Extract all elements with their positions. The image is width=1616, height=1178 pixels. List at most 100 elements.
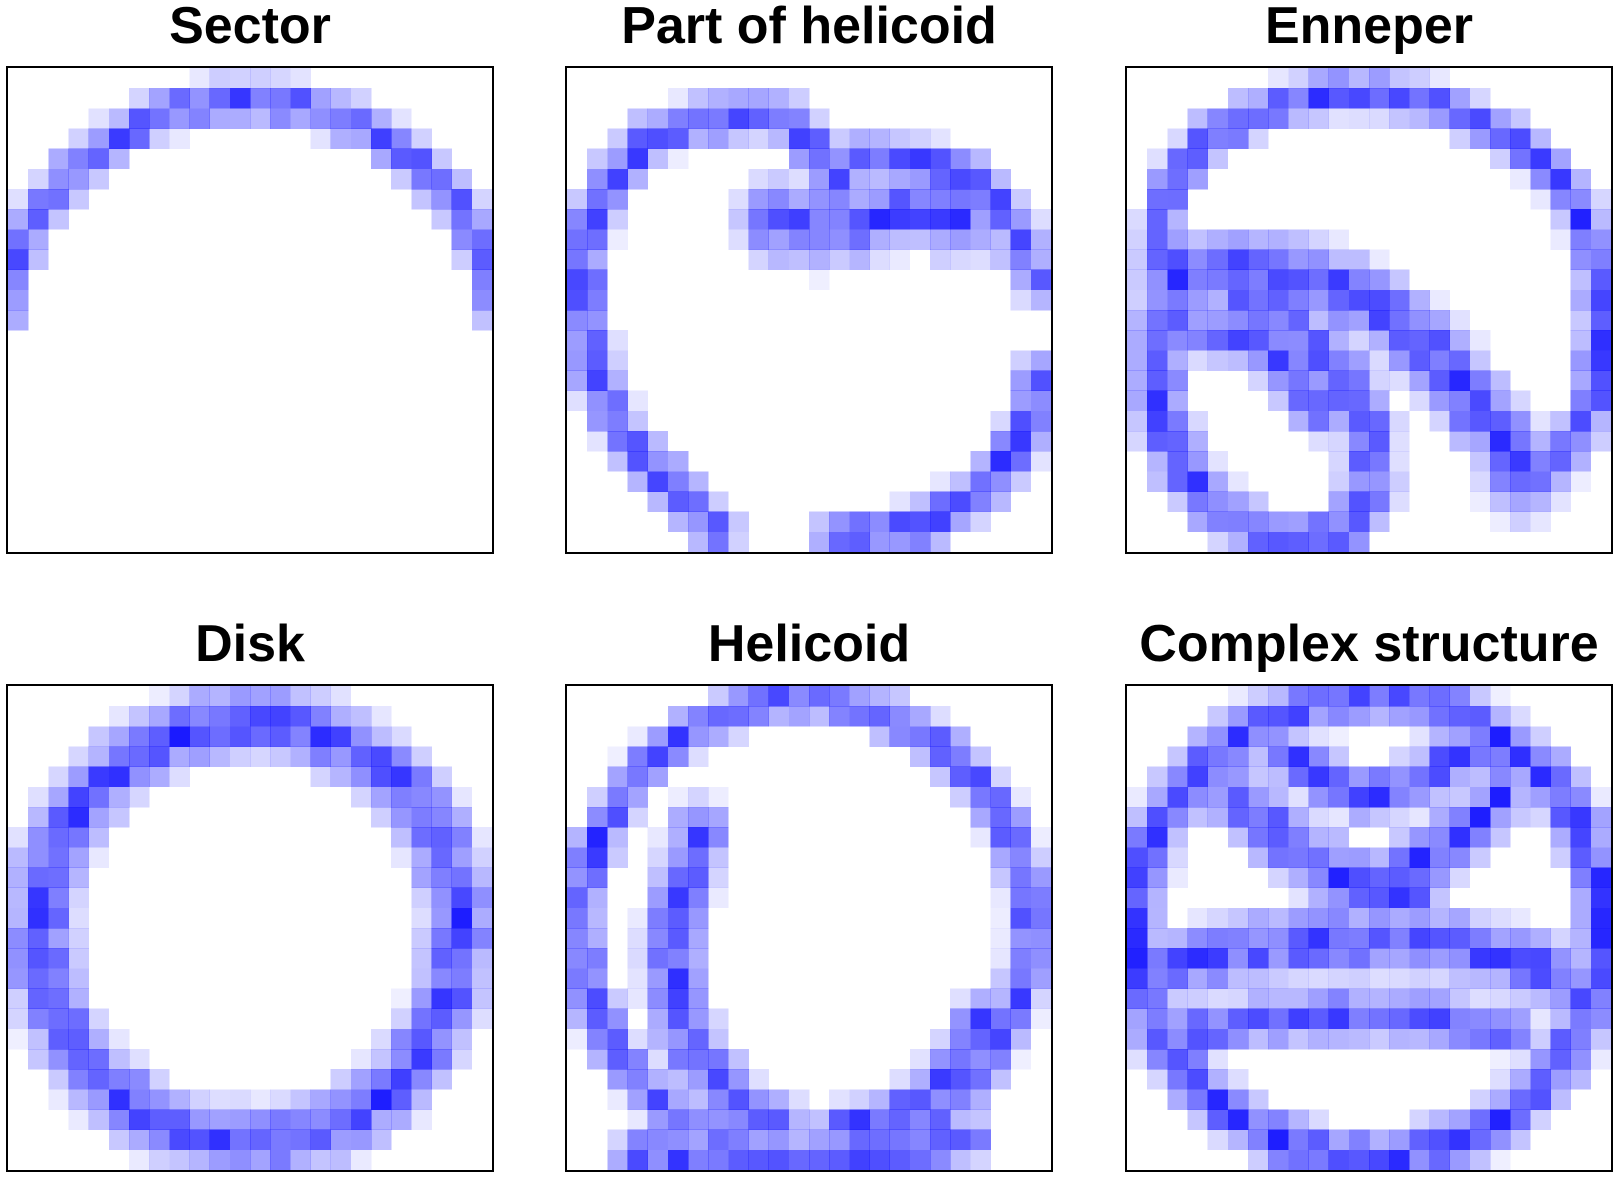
density-cell [270,746,291,768]
density-cell [1348,451,1370,472]
density-cell [627,1049,649,1070]
density-cell [169,1149,190,1170]
density-cell [970,766,991,788]
density-cell [1490,686,1511,707]
density-cell [209,108,231,129]
density-cell [1268,726,1289,747]
density-cell [1449,88,1471,109]
density-cell [411,847,432,868]
density-cell [889,1149,911,1170]
density-cell [1550,847,1572,868]
density-cell [567,330,588,351]
density-cell [587,249,608,271]
density-cell [809,1129,830,1151]
density-cell [1550,928,1572,949]
density-cell [587,847,608,868]
density-cell [889,168,911,190]
density-cell [567,310,588,331]
density-cell [1429,68,1451,89]
density-cell [1590,1049,1611,1070]
density-cell [1268,766,1289,788]
density-cell [1550,766,1572,788]
density-cell [688,511,709,533]
density-cell [189,88,211,109]
density-cell [1147,887,1168,909]
density-cell [1288,907,1309,929]
density-cell [1207,807,1229,828]
density-cell [1409,350,1430,371]
density-cell [970,1008,991,1030]
density-cell [889,706,911,727]
density-cell [748,1069,770,1090]
density-cell [667,491,689,513]
density-cell [149,706,170,727]
density-cell [1389,807,1410,828]
pixel-map-enneper [1127,68,1611,552]
density-cell [1490,1109,1511,1131]
density-cell [667,948,689,969]
density-cell [829,1129,850,1151]
density-cell [950,1028,971,1050]
density-cell [1429,88,1451,109]
density-cell [411,968,432,989]
density-cell [1570,1028,1592,1050]
density-cell [1147,867,1168,889]
density-cell [391,1049,412,1070]
density-cell [1288,370,1309,392]
density-cell [1207,746,1229,768]
density-cell [1127,867,1148,889]
density-cell [290,68,311,89]
density-cell [1328,988,1350,1010]
density-cell [1590,330,1611,351]
density-cell [1469,766,1491,788]
density-cell [1187,249,1209,271]
density-cell [1187,491,1209,513]
density-cell [28,968,49,989]
density-cell [1490,370,1511,392]
density-cell [1550,209,1572,230]
density-cell [1010,827,1032,848]
density-cell [1449,847,1471,868]
density-cell [108,726,130,747]
density-cell [8,887,29,909]
density-cell [88,108,110,129]
density-cell [1449,410,1471,432]
density-cell [587,289,608,311]
density-cell [48,209,69,230]
density-cell [310,726,332,747]
density-cell [1510,1069,1531,1090]
density-cell [371,766,392,788]
density-cell [567,370,588,392]
density-cell [451,867,473,889]
density-cell [930,249,951,271]
density-cell [1369,390,1390,412]
density-cell [471,887,492,909]
density-cell [688,1028,709,1050]
density-cell [1207,968,1229,989]
density-cell [768,189,790,210]
density-cell [1429,410,1451,432]
density-cell [1167,370,1188,392]
density-cell [1469,968,1491,989]
density-cell [970,988,991,1010]
density-cell [1369,1129,1390,1151]
density-cell [950,1069,971,1090]
density-cell [1590,249,1611,271]
density-cell [1348,807,1370,828]
density-cell [627,108,649,129]
density-cell [1147,988,1168,1010]
density-cell [1147,807,1168,828]
density-cell [1268,249,1289,271]
density-cell [1328,1129,1350,1151]
density-cell [647,148,669,170]
density-cell [1469,686,1491,707]
density-cell [970,471,991,492]
density-cell [627,168,649,190]
density-cell [1328,451,1350,472]
density-cell [1248,1109,1269,1131]
density-cell [1288,390,1309,412]
density-cell [68,948,90,969]
density-cell [1167,128,1188,150]
density-cell [688,108,709,129]
density-cell [667,451,689,472]
